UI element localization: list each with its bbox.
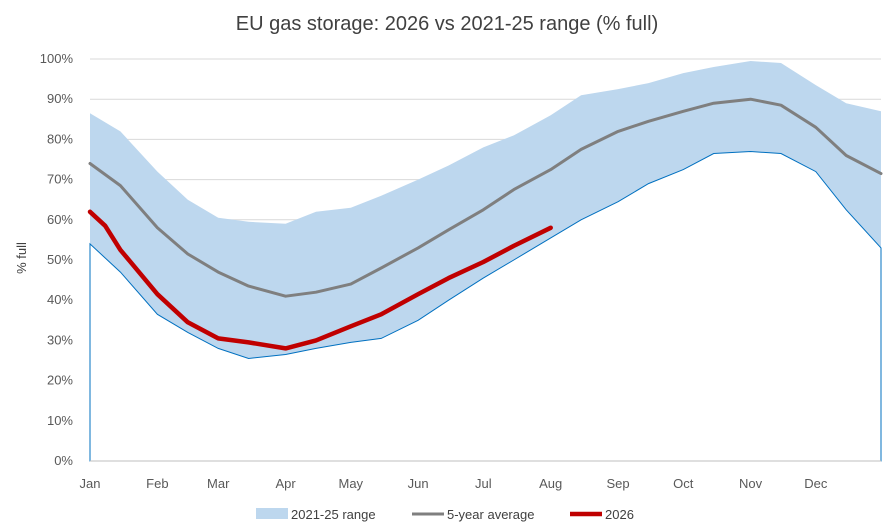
x-tick-label: Mar	[207, 476, 230, 491]
y-tick-label: 40%	[47, 292, 73, 307]
legend-label: 2021-25 range	[291, 507, 376, 522]
y-tick-label: 100%	[40, 51, 74, 66]
y-tick-label: 10%	[47, 413, 73, 428]
x-tick-label: Jun	[408, 476, 429, 491]
y-tick-label: 0%	[54, 453, 73, 468]
series-line-average	[88, 97, 883, 298]
legend-label: 5-year average	[447, 507, 534, 522]
x-tick-label: Aug	[539, 476, 562, 491]
y-tick-label: 80%	[47, 131, 73, 146]
x-tick-label: Dec	[804, 476, 828, 491]
legend: 2021-25 range 5-year average 2026	[256, 507, 634, 522]
y-tick-label: 20%	[47, 373, 73, 388]
y-tick-label: 90%	[47, 91, 73, 106]
legend-label: 2026	[605, 507, 634, 522]
x-tick-label: Jul	[475, 476, 492, 491]
y-tick-label: 30%	[47, 332, 73, 347]
x-tick-label: Nov	[739, 476, 763, 491]
legend-swatch-range	[256, 508, 288, 519]
x-tick-label: Apr	[275, 476, 296, 491]
x-tick-label: Sep	[606, 476, 629, 491]
y-tick-label: 60%	[47, 212, 73, 227]
range-lower-edge	[89, 150, 882, 462]
y-tick-label: 70%	[47, 172, 73, 187]
x-tick-label: Feb	[146, 476, 168, 491]
x-tick-label: May	[338, 476, 363, 491]
x-tick-label: Jan	[80, 476, 101, 491]
y-axis-label: % full	[14, 242, 29, 274]
axes: 0% 10% 20% 30% 40% 50% 60% 70% 80% 90% 100% Jan Feb M…	[40, 51, 881, 491]
series-line-current	[87, 209, 553, 351]
x-tick-label: Oct	[673, 476, 694, 491]
y-tick-label: 50%	[47, 252, 73, 267]
chart-title: EU gas storage: 2026 vs 2021-25 range (%…	[236, 13, 658, 35]
series-lines	[87, 97, 883, 351]
